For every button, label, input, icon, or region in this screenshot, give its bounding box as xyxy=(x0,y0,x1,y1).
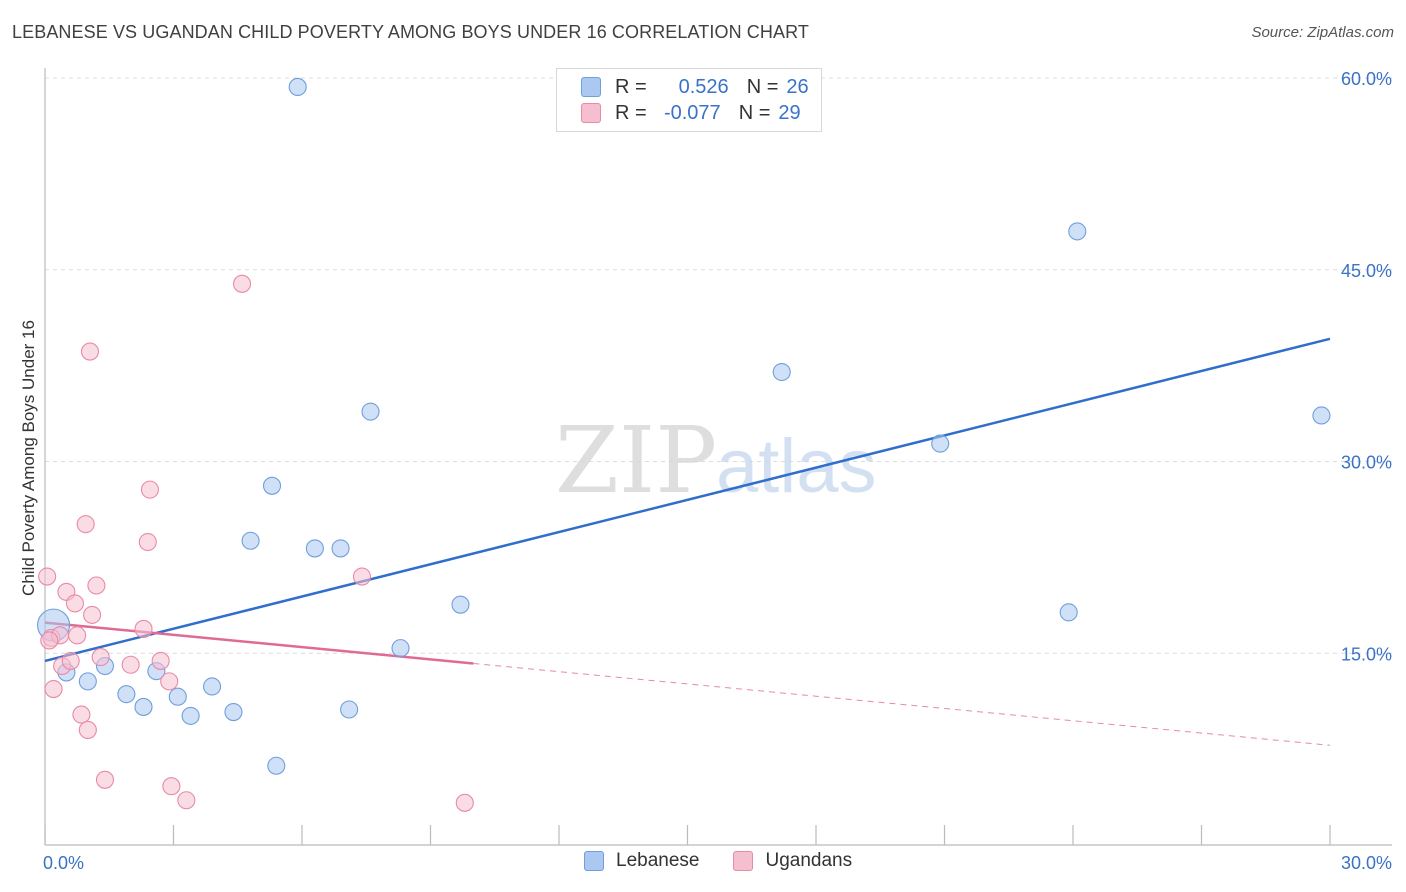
ugandan-point xyxy=(138,532,157,552)
ugandan-point xyxy=(134,619,153,639)
lebanese-point xyxy=(391,639,410,658)
lebanese-swatch xyxy=(581,77,601,97)
watermark-atlas: atlas xyxy=(716,424,877,509)
lebanese-point xyxy=(305,539,324,558)
lebanese-point xyxy=(931,434,950,453)
lebanese-point xyxy=(361,402,380,421)
points-layer xyxy=(37,77,1331,812)
source-label: Source: ZipAtlas.com xyxy=(1251,24,1394,41)
legend-r-value: 0.526 xyxy=(678,75,729,98)
lebanese-point xyxy=(262,476,282,495)
legend-row-ugandans: R = -0.077 N = 29 xyxy=(581,100,801,126)
y-tick-label: 30.0% xyxy=(1341,453,1392,473)
series-legend: Lebanese Ugandans xyxy=(584,850,852,872)
lebanese-point xyxy=(224,703,243,722)
ugandan-point xyxy=(61,651,80,670)
legend-r-label: R = xyxy=(615,75,647,98)
lebanese-point xyxy=(134,697,153,716)
lebanese-legend-label: Lebanese xyxy=(616,850,700,871)
ugandan-point xyxy=(455,793,474,812)
ugandan-point xyxy=(95,770,115,789)
ugandan-point xyxy=(140,480,159,499)
ugandan-point xyxy=(162,777,181,796)
ugandan-point xyxy=(151,651,170,670)
ugandan-point xyxy=(121,655,140,674)
ugandan-point xyxy=(40,631,59,650)
ugandans-legend-label: Ugandans xyxy=(765,850,853,871)
legend-row-lebanese: R = 0.526 N = 26 xyxy=(581,74,809,100)
trend-layer xyxy=(44,337,1331,746)
lebanese-trend-line xyxy=(44,337,1331,663)
lebanese-point xyxy=(1068,222,1087,241)
lebanese-point xyxy=(1312,406,1331,425)
ugandan-trend-extension xyxy=(473,662,1331,746)
ugandan-point xyxy=(78,720,97,740)
ugandan-point xyxy=(177,791,196,810)
axis-layer: 15.0% 30.0% 45.0% 60.0% 0.0% 30.0% xyxy=(43,68,1392,873)
legend-n-value: 29 xyxy=(778,101,801,124)
ugandan-point xyxy=(38,567,57,586)
ugandan-point xyxy=(80,342,100,361)
legend-r-label: R = xyxy=(615,101,647,124)
lebanese-point xyxy=(267,756,286,775)
y-axis-label: Child Poverty Among Boys Under 16 xyxy=(19,320,38,596)
ugandan-point xyxy=(160,672,179,691)
ugandan-point xyxy=(44,679,63,699)
lebanese-point xyxy=(117,685,136,704)
lebanese-point xyxy=(203,677,222,696)
x-tick-label: 30.0% xyxy=(1341,853,1392,873)
chart-title: LEBANESE VS UGANDAN CHILD POVERTY AMONG … xyxy=(12,22,809,42)
x-tick-label: 0.0% xyxy=(43,853,84,873)
y-tick-label: 15.0% xyxy=(1341,644,1392,664)
legend-n-label: N = xyxy=(746,75,779,98)
lebanese-point xyxy=(331,539,350,558)
ugandan-point xyxy=(68,626,87,645)
ugandans-legend-swatch xyxy=(733,851,754,871)
lebanese-point xyxy=(340,700,359,719)
lebanese-point xyxy=(772,362,791,382)
y-tick-label: 60.0% xyxy=(1341,69,1392,89)
ugandan-point xyxy=(83,605,102,624)
ugandan-point xyxy=(76,515,95,534)
lebanese-point xyxy=(451,595,470,614)
ugandan-point xyxy=(232,274,252,293)
legend-r-value: -0.077 xyxy=(663,101,721,124)
lebanese-point xyxy=(168,687,187,706)
ugandan-point xyxy=(65,594,85,613)
lebanese-point xyxy=(78,672,97,691)
legend-n-label: N = xyxy=(738,101,771,124)
ugandan-point xyxy=(91,648,110,667)
lebanese-point xyxy=(288,77,307,96)
ugandan-point xyxy=(72,705,91,724)
ugandan-point xyxy=(87,576,106,595)
watermark-zip: ZIP xyxy=(555,407,717,514)
ugandans-swatch xyxy=(581,103,601,123)
watermark: ZIP atlas xyxy=(555,407,877,514)
grid-layer xyxy=(45,77,1392,654)
correlation-legend: R = 0.526 N = 26 R = -0.077 N = 29 xyxy=(556,68,822,132)
legend-n-value: 26 xyxy=(786,75,809,98)
lebanese-point xyxy=(241,531,260,550)
y-tick-label: 45.0% xyxy=(1341,261,1392,281)
lebanese-point xyxy=(1059,603,1078,622)
lebanese-legend-swatch xyxy=(584,851,604,871)
lebanese-point xyxy=(181,706,200,725)
ugandan-point xyxy=(352,567,372,586)
